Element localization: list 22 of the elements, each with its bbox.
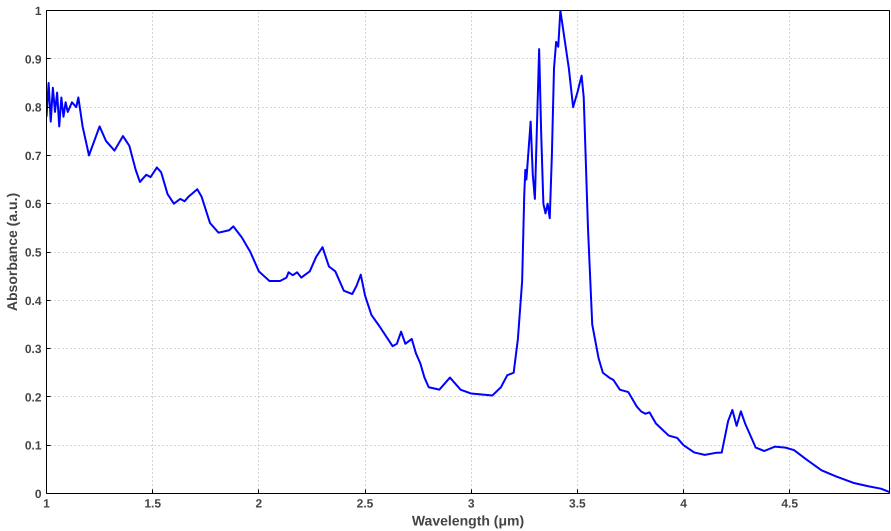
x-tick-label: 3.5 [569, 496, 586, 510]
y-tick-label: 1 [34, 4, 42, 18]
y-tick-label: 0.9 [24, 52, 42, 66]
y-axis-title: Absorbance (a.u.) [4, 192, 20, 312]
x-tick-label: 3 [468, 496, 475, 510]
y-tick-label: 0.2 [24, 390, 42, 404]
x-tick-label: 2.5 [356, 496, 374, 510]
y-tick-label: 0.8 [24, 100, 42, 115]
line-series [46, 10, 890, 494]
x-tick-label: 1 [43, 496, 50, 510]
x-tick-label: 4 [680, 496, 688, 510]
y-tick-label: 0.5 [24, 246, 42, 260]
x-axis-title: Wavelength (μm) [412, 512, 524, 528]
x-tick-label: 1.5 [144, 496, 162, 510]
y-tick-label: 0.3 [24, 342, 42, 356]
y-tick-label: 0.1 [24, 438, 42, 453]
y-tick-label: 0.4 [24, 294, 42, 308]
x-tick-label: 2 [256, 496, 263, 510]
y-tick-label: 0.6 [24, 197, 42, 212]
x-tick-label: 4.5 [781, 496, 798, 510]
y-tick-label: 0.7 [24, 148, 42, 163]
y-tick-label: 0 [34, 487, 42, 501]
